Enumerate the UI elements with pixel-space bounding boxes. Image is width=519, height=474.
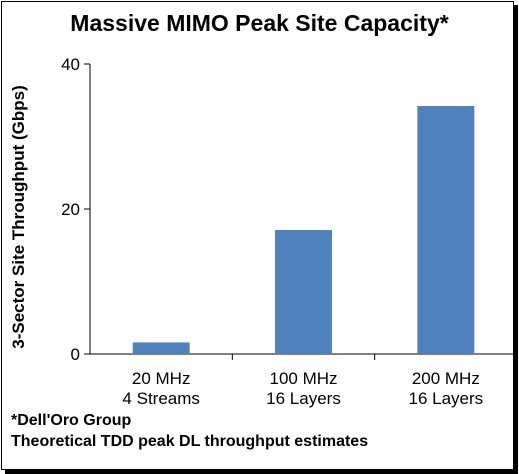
y-tick-label: 0 bbox=[71, 345, 80, 364]
footnote-note: Theoretical TDD peak DL throughput estim… bbox=[11, 433, 369, 450]
footnote-source: *Dell'Oro Group bbox=[11, 412, 132, 429]
chart-title: Massive MIMO Peak Site Capacity* bbox=[70, 10, 449, 36]
x-category-label-3-line-1: 200 MHz bbox=[412, 369, 480, 388]
y-tick-label: 20 bbox=[61, 200, 80, 219]
bar-1 bbox=[132, 342, 190, 354]
y-axis-label: 3-Sector Site Throughput (Gbps) bbox=[9, 85, 28, 349]
x-category-label-2-line-1: 100 MHz bbox=[269, 369, 337, 388]
y-tick-label: 40 bbox=[61, 55, 80, 74]
x-category-label-2-line-2: 16 Layers bbox=[266, 389, 341, 408]
x-category-label-3-line-2: 16 Layers bbox=[408, 389, 483, 408]
bar-2 bbox=[275, 230, 332, 354]
bar-3 bbox=[417, 106, 475, 354]
x-category-label-1-line-1: 20 MHz bbox=[132, 369, 191, 388]
x-category-label-1-line-2: 4 Streams bbox=[122, 389, 199, 408]
